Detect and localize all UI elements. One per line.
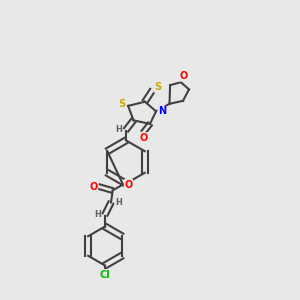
Text: N: N xyxy=(158,106,166,116)
Text: Cl: Cl xyxy=(100,269,110,280)
Text: H: H xyxy=(115,198,122,207)
Text: H: H xyxy=(94,210,101,219)
Text: O: O xyxy=(124,179,133,190)
Text: O: O xyxy=(89,182,98,192)
Text: S: S xyxy=(118,98,126,109)
Text: O: O xyxy=(179,71,188,81)
Text: H: H xyxy=(115,125,122,134)
Text: S: S xyxy=(154,82,161,92)
Text: O: O xyxy=(139,133,148,143)
